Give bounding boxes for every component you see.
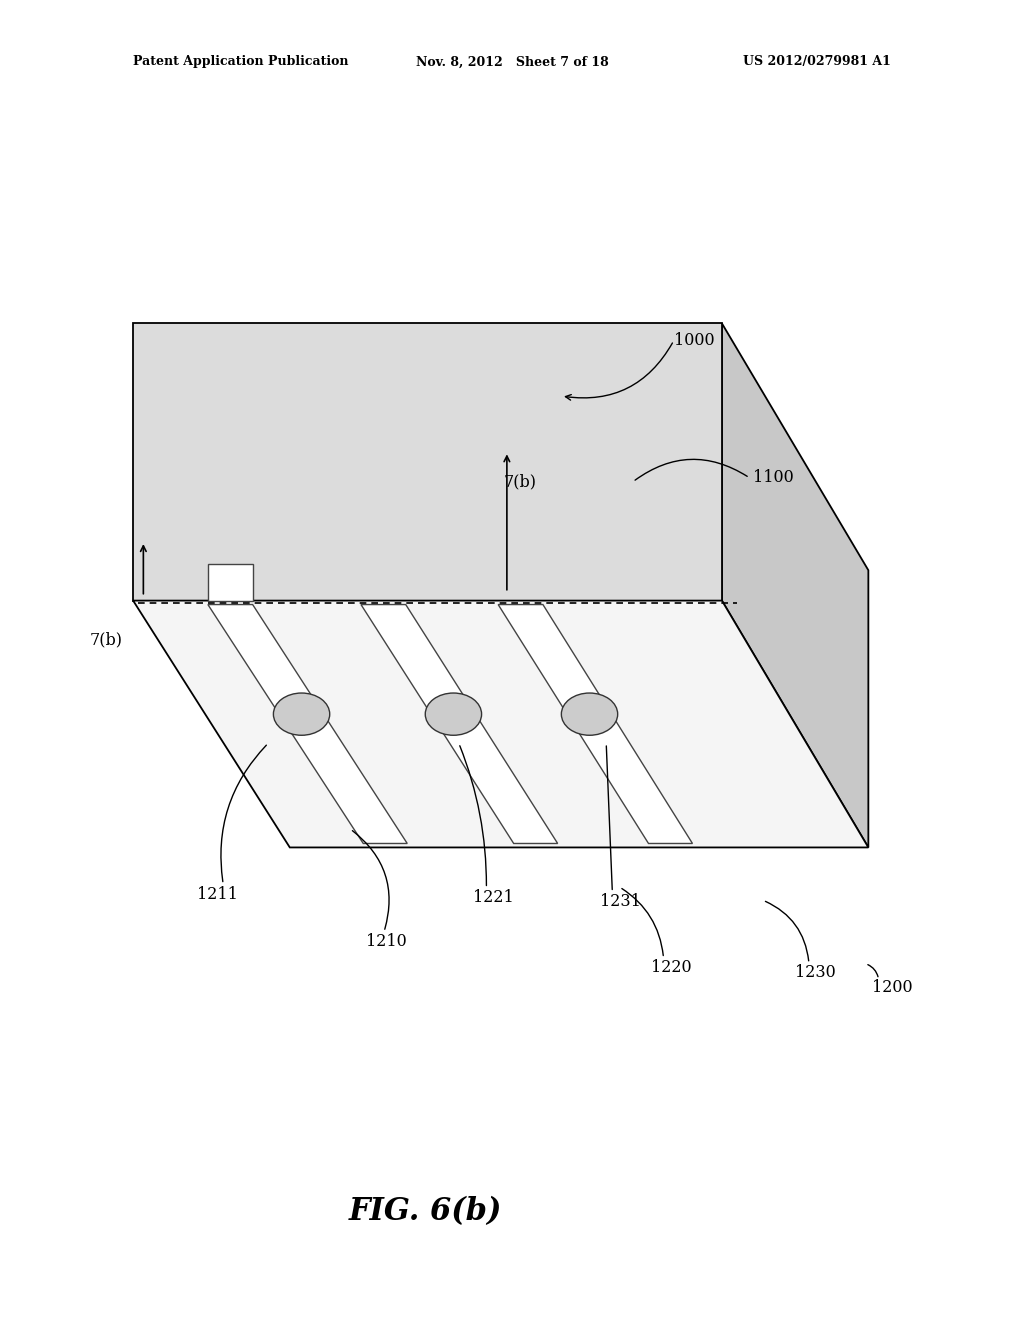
Polygon shape	[133, 323, 722, 601]
Ellipse shape	[561, 693, 617, 735]
Polygon shape	[208, 564, 253, 601]
Text: 7(b): 7(b)	[504, 474, 537, 490]
Text: 1221: 1221	[473, 890, 514, 906]
Polygon shape	[722, 323, 868, 847]
Polygon shape	[498, 605, 692, 843]
Text: 1220: 1220	[651, 960, 692, 975]
Text: 1211: 1211	[197, 887, 238, 903]
Polygon shape	[208, 605, 408, 843]
Text: Nov. 8, 2012   Sheet 7 of 18: Nov. 8, 2012 Sheet 7 of 18	[416, 55, 608, 69]
Text: 1230: 1230	[795, 965, 836, 981]
Text: 1100: 1100	[753, 470, 794, 486]
Text: 1231: 1231	[600, 894, 641, 909]
Polygon shape	[361, 605, 558, 843]
Ellipse shape	[425, 693, 481, 735]
Text: FIG. 6(b): FIG. 6(b)	[348, 1196, 502, 1228]
Text: 1200: 1200	[872, 979, 913, 995]
Text: US 2012/0279981 A1: US 2012/0279981 A1	[743, 55, 891, 69]
Polygon shape	[133, 601, 868, 847]
Text: Patent Application Publication: Patent Application Publication	[133, 55, 348, 69]
Ellipse shape	[273, 693, 330, 735]
Text: 7(b): 7(b)	[90, 632, 123, 648]
Text: 1210: 1210	[366, 933, 407, 949]
Text: 1000: 1000	[674, 333, 715, 348]
